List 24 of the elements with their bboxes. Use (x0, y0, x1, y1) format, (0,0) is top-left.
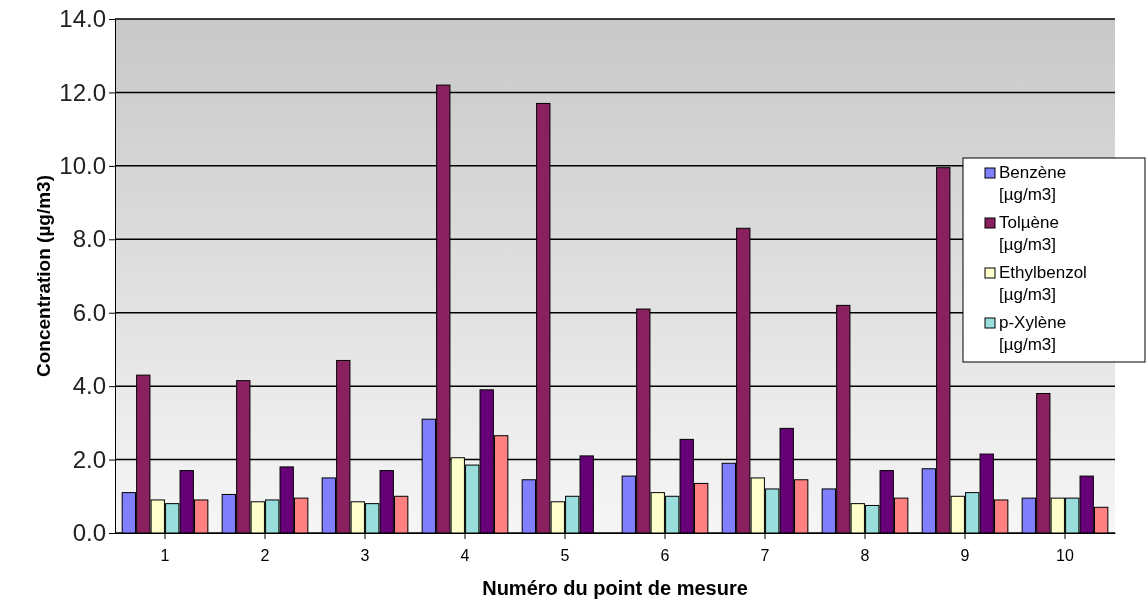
x-tick-label: 2 (260, 547, 270, 565)
legend-label: Ethylbenzol [µg/m3] (999, 263, 1087, 304)
y-tick-label: 4.0 (72, 372, 106, 400)
x-tick-label: 9 (960, 547, 970, 565)
x-tick-label: 3 (360, 547, 370, 565)
y-tick-label: 6.0 (72, 298, 106, 326)
y-tick-label: 8.0 (72, 225, 106, 253)
y-axis-title: Concentration (µg/m3) (33, 174, 54, 378)
x-tick-label: 6 (660, 547, 670, 565)
x-tick-label: 10 (1056, 547, 1074, 565)
y-tick-label: 10.0 (59, 152, 106, 180)
x-tick-label: 1 (160, 547, 170, 565)
x-tick-label: 7 (760, 547, 770, 565)
legend-label: Benzène [µg/m3] (999, 163, 1067, 204)
y-tick-label: 0.0 (72, 519, 106, 547)
legend-label: Tolµène [µg/m3] (999, 213, 1059, 254)
x-tick-label: 4 (460, 547, 470, 565)
legend-label: p-Xylène [µg/m3] (999, 313, 1067, 354)
y-tick-label: 2.0 (72, 445, 106, 473)
x-tick-label: 8 (860, 547, 870, 565)
x-tick-label: 5 (560, 547, 570, 565)
y-tick-label: 12.0 (59, 78, 106, 106)
x-axis-title: Numéro du point de mesure (482, 577, 748, 599)
y-tick-label: 14.0 (59, 5, 106, 33)
